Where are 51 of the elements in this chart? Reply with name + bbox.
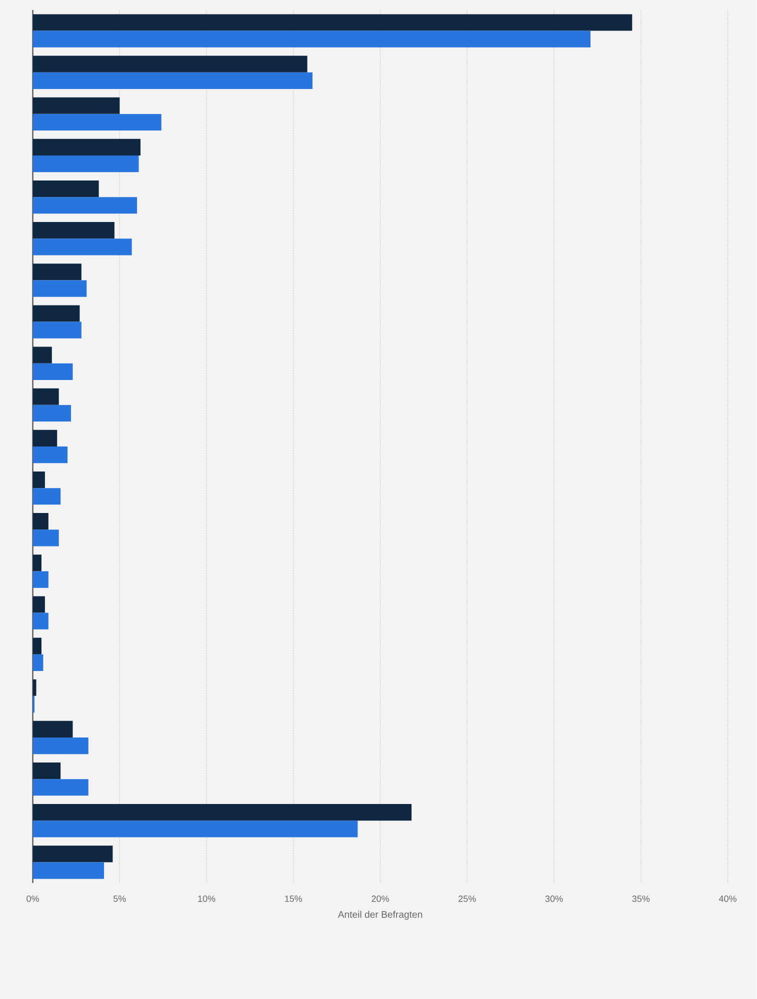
bar: [32, 654, 44, 671]
bar: [32, 638, 42, 654]
x-axis-title: Anteil der Befragten: [338, 910, 422, 920]
bar: [32, 846, 113, 862]
bar: [32, 471, 46, 488]
bar: [32, 363, 73, 380]
bar: [32, 14, 632, 31]
bar: [32, 346, 52, 364]
bar: [32, 820, 358, 838]
bar: [32, 554, 42, 572]
bar: [32, 280, 87, 297]
bar: [32, 762, 61, 780]
bar: [32, 138, 141, 156]
x-tick-label: 35%: [632, 896, 650, 902]
bar: [32, 97, 120, 114]
bar: [32, 430, 58, 447]
x-tick-label: 15%: [285, 896, 302, 902]
bar: [32, 596, 46, 613]
bar: [32, 388, 59, 405]
bar: [32, 156, 139, 172]
x-tick-label: 10%: [198, 896, 216, 902]
bar: [32, 56, 308, 72]
x-tick-label: 40%: [719, 896, 737, 902]
bar: [32, 738, 88, 754]
bar: [32, 804, 412, 821]
bar: [32, 720, 73, 738]
bar: [32, 322, 82, 338]
x-tick-label: 5%: [114, 896, 126, 902]
bar: [32, 238, 132, 256]
bar: [32, 180, 99, 198]
bar: [32, 30, 591, 48]
bar: [32, 530, 59, 546]
bar: [32, 779, 88, 796]
bar: [32, 862, 104, 879]
bar: [32, 222, 115, 239]
x-tick-label: 0%: [26, 896, 40, 902]
bar: [32, 197, 138, 214]
bar: [32, 612, 49, 630]
bar: [32, 264, 82, 280]
bar: [32, 488, 61, 505]
x-tick-label: 20%: [372, 896, 390, 902]
bar: [32, 404, 72, 422]
bar: [32, 72, 313, 89]
bar: [32, 305, 80, 322]
x-tick-label: 25%: [458, 896, 476, 902]
bar: [32, 513, 49, 530]
bar: [32, 114, 162, 131]
bar: [32, 446, 68, 464]
x-tick-label: 30%: [545, 896, 563, 902]
bar: [32, 571, 49, 588]
bar: [32, 679, 36, 696]
